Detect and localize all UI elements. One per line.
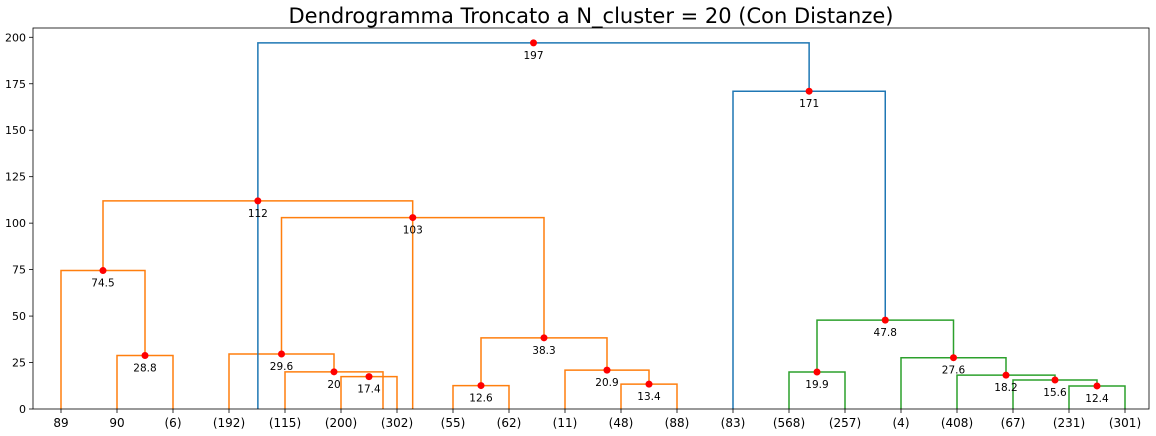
x-tick-label-4: (115)	[269, 416, 301, 430]
x-tick-label-14: (257)	[829, 416, 861, 430]
x-tick-label-13: (568)	[773, 416, 805, 430]
x-axis: 89 90 (6) (192) (115) (200) (302) (55) (62) (11) (…	[53, 409, 1141, 430]
merge-marker-17	[805, 87, 813, 95]
x-tick-label-6: (302)	[381, 416, 413, 430]
y-tick-label-2: 50	[12, 310, 26, 323]
distance-label-3: 20	[327, 379, 340, 391]
x-tick-label-1: 90	[109, 416, 124, 430]
x-tick-label-3: (192)	[213, 416, 245, 430]
distance-label-16: 47.8	[874, 327, 897, 339]
x-tick-label-9: (11)	[553, 416, 578, 430]
merge-markers	[99, 39, 1101, 390]
y-tick-label-5: 125	[5, 171, 26, 184]
merge-marker-14	[1002, 371, 1010, 379]
distance-label-5: 12.6	[469, 393, 493, 405]
distance-label-6: 20.9	[595, 377, 618, 389]
merge-marker-15	[950, 354, 957, 362]
y-tick-label-8: 200	[5, 31, 26, 44]
y-tick-label-4: 100	[5, 217, 26, 230]
chart-title: Dendrogramma Troncato a N_cluster = 20 (…	[289, 4, 894, 29]
distance-labels: 74.5 28.8 29.6 20 17.4 12.6 20.9 13.4 38.3 103 112…	[91, 50, 1109, 405]
x-tick-label-19: (301)	[1109, 416, 1141, 430]
y-tick-label-6: 150	[5, 124, 26, 137]
y-tick-label-3: 75	[12, 264, 26, 277]
merge-marker-8	[540, 334, 548, 342]
merge-marker-5	[477, 382, 485, 390]
distance-label-18: 197	[523, 50, 543, 62]
dendrogram-link-0	[60, 269, 146, 409]
distance-label-4: 17.4	[357, 384, 381, 396]
y-tick-label-7: 175	[5, 78, 26, 91]
x-tick-label-16: (408)	[941, 416, 973, 430]
merge-marker-9	[409, 214, 417, 222]
merge-marker-11	[813, 368, 821, 376]
y-tick-label-0: 0	[19, 403, 26, 416]
dendrogram-links	[60, 42, 1126, 409]
merge-marker-6	[603, 366, 611, 374]
distance-label-7: 13.4	[637, 391, 661, 403]
x-tick-label-5: (200)	[325, 416, 357, 430]
plot-frame	[32, 27, 1150, 410]
dendrogram-link-6	[564, 369, 650, 409]
y-axis: 0 25 50 75 100 125 150 175 200	[5, 31, 33, 416]
distance-label-14: 18.2	[994, 382, 1017, 394]
merge-marker-18	[530, 39, 537, 47]
distance-label-13: 15.6	[1043, 387, 1067, 399]
merge-marker-2	[278, 350, 285, 358]
x-tick-label-17: (67)	[1001, 416, 1026, 430]
merge-marker-10	[254, 197, 262, 205]
x-tick-label-18: (231)	[1053, 416, 1085, 430]
merge-marker-7	[645, 380, 653, 388]
distance-label-15: 27.6	[942, 365, 966, 377]
merge-marker-12	[1093, 382, 1101, 390]
distance-label-11: 19.9	[805, 379, 828, 391]
x-tick-label-10: (48)	[609, 416, 634, 430]
merge-marker-3	[330, 368, 338, 376]
x-tick-label-8: (62)	[497, 416, 522, 430]
distance-label-0: 74.5	[91, 278, 114, 290]
x-tick-label-11: (88)	[665, 416, 690, 430]
merge-marker-4	[365, 373, 373, 381]
x-tick-label-0: 89	[53, 416, 68, 430]
merge-marker-1	[141, 351, 149, 359]
x-tick-label-2: (6)	[165, 416, 182, 430]
x-tick-label-7: (55)	[441, 416, 466, 430]
distance-label-8: 38.3	[532, 345, 555, 357]
distance-label-1: 28.8	[133, 362, 156, 374]
x-tick-label-15: (4)	[893, 416, 910, 430]
dendrogram-link-17	[732, 90, 886, 409]
y-tick-label-1: 25	[12, 357, 26, 370]
merge-marker-0	[99, 267, 107, 275]
distance-label-10: 112	[248, 208, 268, 220]
merge-marker-16	[881, 316, 889, 324]
merge-marker-13	[1051, 376, 1059, 384]
distance-label-17: 171	[799, 98, 819, 110]
distance-label-12: 12.4	[1085, 393, 1109, 405]
distance-label-9: 103	[403, 225, 423, 237]
x-tick-label-12: (83)	[721, 416, 746, 430]
distance-label-2: 29.6	[270, 361, 294, 373]
